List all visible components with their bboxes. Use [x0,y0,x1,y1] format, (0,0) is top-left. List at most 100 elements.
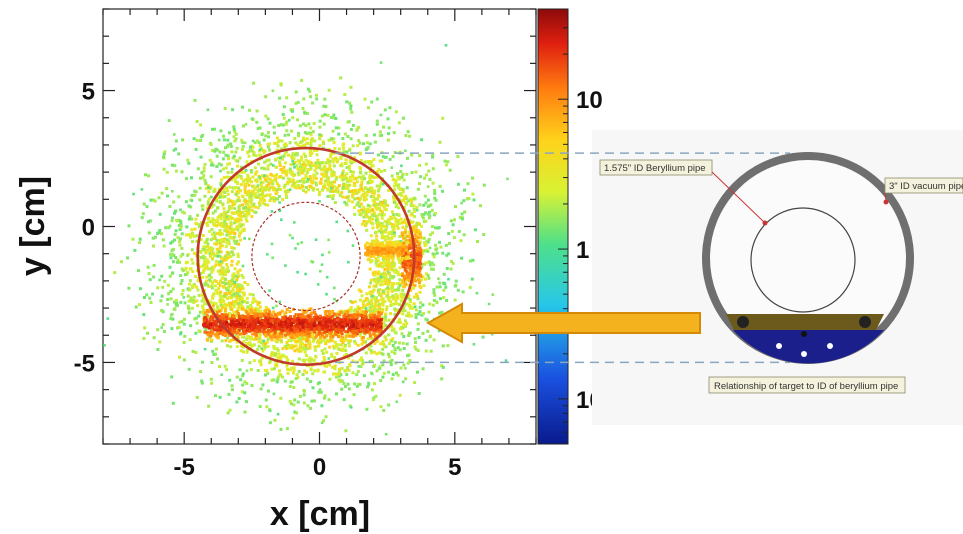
heatmap-cell [270,334,274,338]
heatmap-cell [378,264,382,268]
heatmap-cell [221,276,225,280]
heatmap-cell [293,410,297,414]
heatmap-cell [309,406,313,410]
heatmap-cell [222,285,226,289]
heatmap-cell [378,293,381,297]
heatmap-cell [418,163,422,167]
heatmap-cell [133,248,137,252]
heatmap-cell [304,272,307,276]
heatmap-cell [185,225,189,229]
heatmap-cell [330,181,334,184]
heatmap-cell [349,104,353,108]
heatmap-cell [238,204,242,208]
heatmap-cell [221,195,225,199]
heatmap-cell [171,260,175,264]
heatmap-cell [349,339,353,343]
heatmap-cell [223,311,227,315]
heatmap-cell [403,236,407,240]
heatmap-cell [399,299,403,303]
heatmap-cell [233,207,236,210]
heatmap-cell [279,396,283,400]
heatmap-cell [314,313,318,317]
heatmap-cell [216,269,220,273]
heatmap-cell [256,206,260,210]
heatmap-cell [217,287,220,291]
heatmap-cell [126,256,130,260]
heatmap-cell [237,397,241,400]
heatmap-cell [220,319,224,323]
heatmap-cell [377,153,381,157]
heatmap-cell [207,197,211,201]
heatmap-cell [351,244,355,247]
heatmap-cell [222,225,226,229]
heatmap-cell [360,306,364,310]
heatmap-cell [391,225,395,229]
heatmap-cell [158,229,162,232]
heatmap-cell [392,234,396,238]
heatmap-cell [178,320,182,324]
heatmap-cell [329,155,333,159]
heatmap-cell [398,278,402,282]
heatmap-cell [245,219,249,223]
heatmap-cell [256,348,260,352]
heatmap-cell [241,179,245,183]
heatmap-cell [388,106,392,110]
heatmap-cell [282,186,286,189]
heatmap-cell [142,313,146,317]
heatmap-cell [169,297,173,301]
heatmap-cell [349,170,353,174]
heatmap-cell [204,187,208,190]
heatmap-cell [289,339,293,343]
heatmap-cell [309,380,313,384]
heatmap-cell [352,160,356,164]
heatmap-cell [176,236,180,240]
heatmap-cell [209,238,213,242]
heatmap-cell [237,173,241,177]
heatmap-cell [281,170,285,174]
heatmap-cell [329,138,333,142]
heatmap-cell [241,223,245,227]
heatmap-cell [245,213,249,217]
heatmap-cell [379,61,383,64]
heatmap-cell [371,208,375,212]
heatmap-cell [359,289,363,293]
heatmap-cell [297,370,301,373]
heatmap-cell [302,97,306,101]
heatmap-cell [402,198,406,202]
heatmap-cell [402,292,406,296]
heatmap-cell [279,156,282,160]
heatmap-cell [330,172,334,176]
heatmap-cell [431,267,435,271]
heatmap-cell [318,314,322,318]
heatmap-cell [288,177,292,181]
heatmap-cell [396,224,399,228]
heatmap-cell [322,325,326,329]
heatmap-cell [251,332,255,336]
heatmap-cell [411,286,415,290]
heatmap-cell [305,371,308,375]
heatmap-cell [202,308,205,312]
heatmap-cell [226,162,230,166]
heatmap-cell [205,331,209,335]
heatmap-cell [276,412,280,416]
heatmap-cell [250,149,254,153]
heatmap-cell [342,314,346,318]
heatmap-cell [160,274,164,278]
heatmap-cell [259,363,263,367]
heatmap-cell [389,361,393,364]
heatmap-cell [224,295,228,299]
heatmap-cell [421,216,425,220]
heatmap-cell [254,337,258,341]
heatmap-cell [177,152,181,156]
heatmap-cell [174,139,178,143]
heatmap-cell [226,143,230,147]
heatmap-cell [189,234,193,238]
heatmap-cell [323,394,327,398]
heatmap-cell [383,277,387,281]
heatmap-cell [304,124,308,127]
heatmap-cell [219,129,223,133]
heatmap-cell [236,289,240,293]
heatmap-cell [419,301,423,305]
heatmap-cell [335,220,338,224]
heatmap-cell [337,319,341,323]
